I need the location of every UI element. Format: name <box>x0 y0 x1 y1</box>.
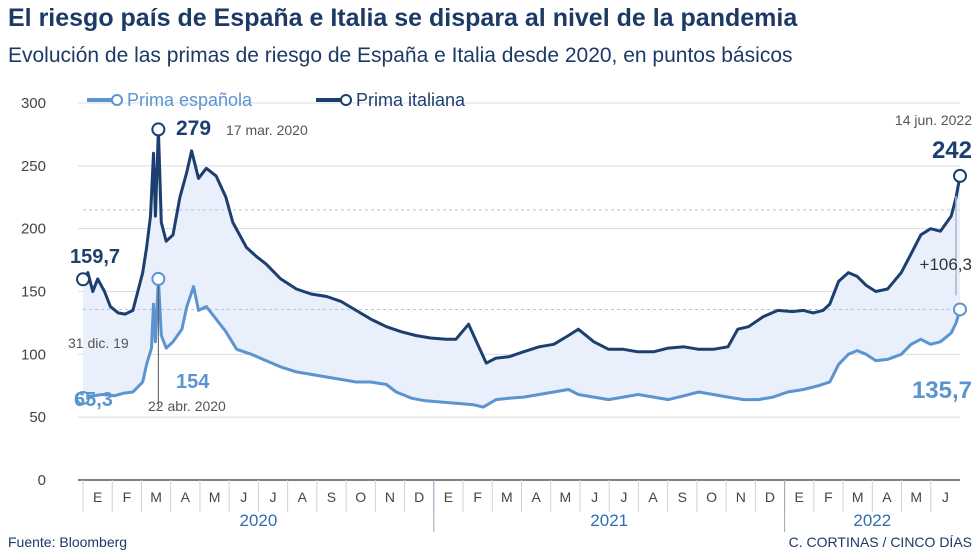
spain-line <box>82 277 962 409</box>
source-note: Fuente: Bloomberg <box>8 534 128 550</box>
month-tick-label: M <box>209 489 221 505</box>
credit-note: C. CORTINAS / CINCO DÍAS <box>788 534 972 550</box>
point-marker <box>76 272 90 287</box>
end-date-label: 14 jun. 2022 <box>895 112 972 128</box>
year-label: 2020 <box>239 511 277 530</box>
month-tick-label: M <box>910 489 922 505</box>
month-tick-label: J <box>591 489 598 505</box>
axes: 0 50 100 150 200 250 300 E F M A M J J A S O N D E F M A M J J A S O… <box>21 95 960 532</box>
point-marker <box>151 271 166 286</box>
month-tick-label: A <box>181 489 191 505</box>
point-marker <box>953 302 967 317</box>
point-marker <box>953 168 967 183</box>
italy-peak-date: 17 mar. 2020 <box>226 122 308 138</box>
month-tick-label: M <box>150 489 162 505</box>
month-tick-label: F <box>123 489 132 505</box>
month-tick-label: M <box>560 489 572 505</box>
month-tick-label: A <box>882 489 892 505</box>
month-tick-label: A <box>648 489 658 505</box>
month-tick-label: D <box>765 489 775 505</box>
spain-end-value: 135,7 <box>912 377 972 404</box>
spain-peak-value: 154 <box>176 371 210 393</box>
month-tick-label: J <box>240 489 247 505</box>
y-tick-label: 100 <box>21 346 46 363</box>
month-tick-label: S <box>678 489 687 505</box>
legend-marker <box>340 94 352 106</box>
y-tick-label: 200 <box>21 221 46 238</box>
spain-start-value: 65,3 <box>74 389 113 411</box>
month-tick-label: D <box>414 489 424 505</box>
year-label: 2021 <box>590 511 628 530</box>
y-tick-label: 250 <box>21 158 46 175</box>
spread-band <box>83 129 960 408</box>
month-tick-label: M <box>852 489 864 505</box>
italy-start-value: 159,7 <box>70 246 120 268</box>
year-label: 2022 <box>853 511 891 530</box>
legend-marker <box>111 94 123 106</box>
month-tick-label: F <box>824 489 833 505</box>
y-tick-label: 300 <box>21 95 46 112</box>
month-tick-label: O <box>355 489 366 505</box>
spread-value: +106,3 <box>920 255 972 274</box>
month-tick-label: N <box>736 489 746 505</box>
month-tick-label: N <box>385 489 395 505</box>
month-tick-label: J <box>270 489 277 505</box>
chart-subtitle: Evolución de las primas de riesgo de Esp… <box>8 44 793 67</box>
legend-label: Prima italiana <box>356 90 466 110</box>
y-tick-label: 150 <box>21 284 46 301</box>
month-tick-label: F <box>473 489 482 505</box>
point-marker <box>151 122 166 137</box>
month-tick-label: E <box>93 489 102 505</box>
y-tick-label: 50 <box>29 409 46 426</box>
italy-peak-value: 279 <box>176 117 211 140</box>
month-tick-label: J <box>620 489 627 505</box>
y-tick-label: 0 <box>38 472 46 489</box>
month-tick-label: J <box>942 489 949 505</box>
annotations: 159,7 31 dic. 19 65,3 279 17 mar. 2020 154 22 … <box>68 112 972 414</box>
month-tick-label: E <box>795 489 804 505</box>
point-marker <box>76 390 90 405</box>
month-tick-label: A <box>531 489 541 505</box>
month-tick-label: E <box>444 489 453 505</box>
chart-title: El riesgo país de España e Italia se dis… <box>8 4 798 32</box>
legend: Prima española Prima italiana <box>87 90 466 110</box>
spain-peak-date: 22 abr. 2020 <box>148 398 226 414</box>
italy-end-value: 242 <box>932 137 972 164</box>
month-tick-label: S <box>327 489 336 505</box>
legend-label: Prima española <box>127 90 253 110</box>
month-tick-label: O <box>706 489 717 505</box>
start-date-label: 31 dic. 19 <box>68 335 129 351</box>
month-tick-label: A <box>298 489 308 505</box>
month-tick-label: M <box>501 489 513 505</box>
